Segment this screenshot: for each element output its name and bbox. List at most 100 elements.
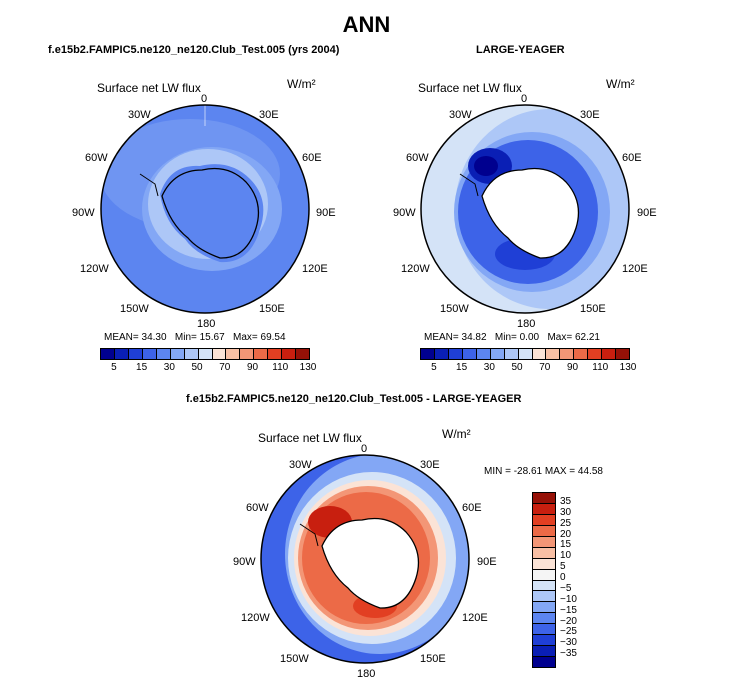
colorbar-tick-label: 90 — [566, 362, 579, 373]
lon-label: 90E — [477, 556, 497, 568]
colorbar-tick-label: 130 — [299, 362, 317, 373]
colorbar-swatch — [254, 349, 269, 359]
colorbar-swatch — [533, 657, 555, 667]
lon-label: 60E — [462, 502, 482, 514]
stats-model: MEAN= 34.30 Min= 15.67 Max= 69.54 — [104, 332, 286, 343]
lon-label: 60W — [406, 152, 429, 164]
colorbar-swatch — [533, 525, 555, 537]
lon-label: 30W — [289, 459, 312, 471]
units-label-obs: W/m² — [606, 77, 635, 91]
panel-title-model: f.e15b2.FAMPIC5.ne120_ne120.Club_Test.00… — [48, 44, 340, 56]
variable-label-obs: Surface net LW flux — [418, 81, 522, 95]
lon-label: 120E — [462, 612, 488, 624]
lon-label: 120W — [241, 612, 270, 624]
colorbar-swatch — [533, 514, 555, 526]
colorbar-tick-label: 20 — [560, 528, 572, 540]
lon-label: 30E — [420, 459, 440, 471]
colorbar-swatch — [282, 349, 297, 359]
lon-label: 30W — [449, 109, 472, 121]
colorbar-tick-label: −10 — [560, 593, 577, 605]
colorbar-tick-label: 5 — [431, 362, 437, 373]
polar-map-diff — [260, 454, 470, 664]
colorbar-tick-label: −25 — [560, 626, 577, 638]
lon-label: 90W — [393, 207, 416, 219]
colorbar-swatch — [296, 349, 310, 359]
colorbar-tick-label: 30 — [163, 362, 175, 373]
colorbar-swatch — [226, 349, 241, 359]
colorbar-swatch — [142, 349, 157, 359]
colorbar-tick-label: 5 — [560, 561, 566, 573]
lon-label: 30E — [580, 109, 600, 121]
colorbar-tick-label: −5 — [560, 582, 572, 594]
figure-title: ANN — [342, 12, 391, 37]
colorbar-swatch — [198, 349, 213, 359]
colorbar-swatch — [490, 349, 505, 359]
colorbar-ticks-obs: 5 15 30 50 70 90 110 130 — [420, 362, 636, 376]
lon-label: 150E — [259, 303, 285, 315]
colorbar-swatch — [533, 493, 555, 504]
colorbar-tick-label: 15 — [456, 362, 468, 373]
colorbar-swatch — [533, 547, 555, 559]
colorbar-swatch — [533, 613, 555, 625]
lon-label: 60E — [302, 152, 322, 164]
colorbar-tick-label: −15 — [560, 604, 577, 616]
colorbar-swatch — [240, 349, 255, 359]
units-label-model: W/m² — [287, 77, 316, 91]
colorbar-tick-label: 50 — [191, 362, 203, 373]
colorbar-swatch — [533, 536, 555, 548]
colorbar-model — [100, 348, 310, 360]
colorbar-tick-label: 15 — [560, 539, 572, 551]
colorbar-tick-label: 30 — [483, 362, 495, 373]
units-label-diff: W/m² — [442, 427, 471, 441]
variable-label-diff: Surface net LW flux — [258, 431, 362, 445]
colorbar-swatch — [533, 646, 555, 658]
colorbar-swatch — [268, 349, 283, 359]
colorbar-swatch — [602, 349, 617, 359]
colorbar-swatch — [114, 349, 129, 359]
colorbar-tick-label: 90 — [246, 362, 259, 373]
lon-label: 90W — [72, 207, 95, 219]
lon-label: 150W — [280, 653, 309, 665]
colorbar-tick-label: 70 — [539, 362, 551, 373]
colorbar-swatch — [462, 349, 477, 359]
lon-label: 150W — [120, 303, 149, 315]
polar-map-model — [100, 104, 310, 314]
colorbar-tick-label: −30 — [560, 637, 577, 649]
lon-label: 180 — [197, 318, 216, 330]
colorbar-tick-label: 5 — [111, 362, 117, 373]
colorbar-swatch — [518, 349, 533, 359]
colorbar-swatch — [448, 349, 463, 359]
colorbar-swatch — [128, 349, 143, 359]
lon-label: 180 — [517, 318, 536, 330]
colorbar-tick-label: 110 — [272, 362, 289, 373]
colorbar-swatch — [434, 349, 449, 359]
colorbar-swatch — [504, 349, 519, 359]
colorbar-tick-label: 130 — [619, 362, 637, 373]
lon-label: 180 — [357, 668, 376, 680]
colorbar-tick-label: 25 — [560, 517, 572, 529]
colorbar-diff — [532, 492, 556, 668]
colorbar-swatch — [421, 349, 435, 359]
lon-label: 60W — [85, 152, 108, 164]
colorbar-swatch — [170, 349, 185, 359]
lon-label: 150E — [420, 653, 446, 665]
colorbar-swatch — [533, 503, 555, 515]
lon-label: 150E — [580, 303, 606, 315]
lon-label: 120W — [401, 263, 430, 275]
colorbar-swatch — [533, 602, 555, 614]
stats-obs: MEAN= 34.82 Min= 0.00 Max= 62.21 — [424, 332, 600, 343]
lon-label: 0 — [361, 443, 368, 455]
lon-label: 120E — [302, 263, 328, 275]
colorbar-swatch — [532, 349, 547, 359]
colorbar-ticks-model: 5 15 30 50 70 90 110 130 — [100, 362, 316, 376]
lon-label: 150W — [440, 303, 469, 315]
lon-label: 60W — [246, 502, 269, 514]
lon-label: 120W — [80, 263, 109, 275]
colorbar-tick-label: 50 — [511, 362, 523, 373]
colorbar-swatch — [533, 624, 555, 636]
colorbar-swatch — [533, 569, 555, 581]
colorbar-swatch — [156, 349, 171, 359]
colorbar-swatch — [533, 591, 555, 603]
colorbar-swatch — [533, 580, 555, 592]
colorbar-swatch — [616, 349, 630, 359]
